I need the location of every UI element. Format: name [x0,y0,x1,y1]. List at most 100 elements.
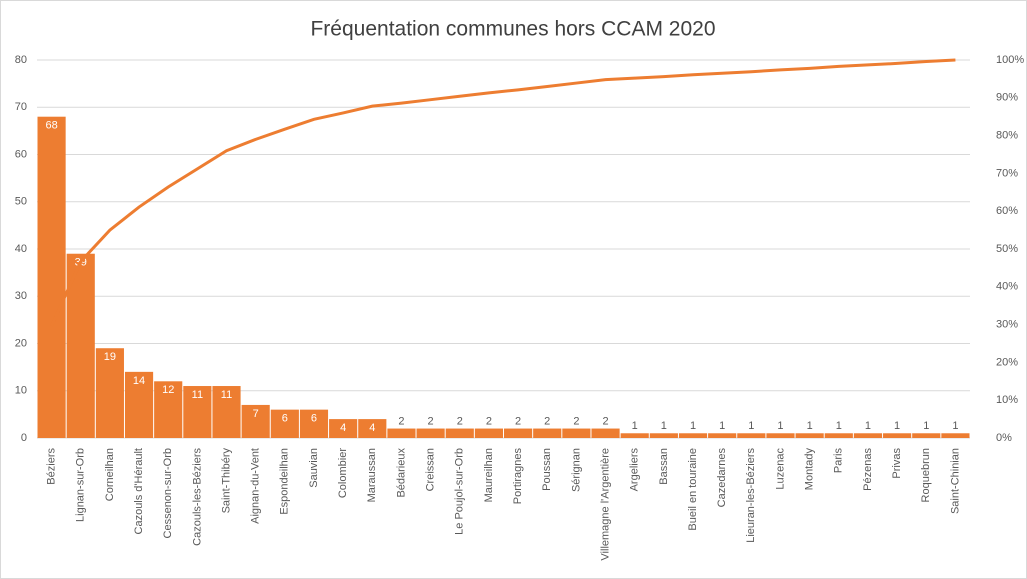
bar [591,428,620,438]
x-tick-label: Cessenon-sur-Orb [162,448,174,538]
data-label: 2 [457,415,463,427]
data-label: 11 [221,389,232,401]
data-label: 6 [282,413,288,425]
x-tick-label: Luzenac [774,448,786,490]
x-tick-label: Bassan [658,448,670,485]
bar [824,433,853,438]
x-tick-label: Paris [833,448,845,474]
bar [708,433,737,438]
x-tick-label: Cazouls d'Hérault [133,448,145,534]
bar [270,409,299,438]
cumulative-line [50,58,956,327]
data-label: 2 [398,415,404,427]
bar [795,433,824,438]
x-tick-label: Cazedarnes [716,448,728,508]
y2-tick-label: 60% [996,205,1018,217]
data-label: 11 [192,389,203,401]
x-tick-label: Saint-Chinian [949,448,961,514]
x-tick-label: Argeliers [629,448,641,492]
x-tick-label: Pézenas [862,448,874,491]
bar [387,428,416,438]
data-label: 1 [865,420,871,432]
y-tick-label: 40 [15,243,27,255]
y2-tick-label: 70% [996,167,1018,179]
y2-tick-label: 50% [996,243,1018,255]
data-label: 1 [777,420,783,432]
x-tick-label: Maraussan [366,448,378,502]
bar [912,433,941,438]
data-label: 7 [253,408,259,420]
bar [183,386,212,438]
bar [533,428,562,438]
y-tick-label: 50 [15,196,27,208]
y-tick-label: 60 [15,148,27,160]
x-tick-label: Le Poujol-sur-Orb [454,448,466,535]
y2-tick-label: 90% [996,92,1018,104]
bar [299,409,329,438]
bar [445,428,474,438]
x-tick-label: Béziers [45,448,57,485]
x-tick-label: Poussan [541,448,553,491]
data-label: 19 [104,351,116,363]
chart-title: Fréquentation communes hors CCAM 2020 [310,18,715,41]
bar [241,404,270,438]
bar [124,371,154,438]
data-label: 4 [369,422,375,434]
data-label: 1 [661,420,667,432]
bar [212,386,241,438]
bar [154,381,183,438]
x-tick-label: Creissan [425,448,437,491]
bar [358,419,387,438]
x-tick-label: Bueil en touraine [687,448,699,531]
bar [883,433,912,438]
data-label: 2 [544,415,550,427]
x-tick-label: Sauvian [308,448,320,488]
y2-tick-label: 100% [996,54,1024,66]
y-tick-label: 70 [15,101,27,113]
data-label: 6 [311,413,317,425]
x-tick-label: Montady [804,448,816,491]
y-tick-label: 0 [21,432,27,444]
x-tick-label: Roquebrun [920,448,932,502]
data-label: 1 [952,420,958,432]
x-tick-label: Privas [891,448,903,479]
bar [416,428,445,438]
y2-tick-label: 0% [996,432,1012,444]
x-tick-label: Colombier [337,448,349,498]
x-tick-label: Cazouls-les-Béziers [191,448,203,546]
data-label: 2 [486,415,492,427]
bar [766,433,795,438]
y2-tick-label: 30% [996,319,1018,331]
y2-tick-label: 80% [996,130,1018,142]
y-tick-label: 10 [15,385,27,397]
bar [620,433,649,438]
x-tick-label: Portiragnes [512,448,524,505]
data-label: 2 [515,415,521,427]
bar [474,428,503,438]
x-tick-label: Bédarieux [395,448,407,498]
bar [678,433,708,438]
data-label: 1 [719,420,725,432]
x-tick-label: Espondeilhan [279,448,291,515]
bar [504,428,533,438]
x-tick-label: Sérignan [570,448,582,492]
data-label: 1 [748,420,754,432]
x-tick-label: Maureilhan [483,448,495,502]
data-label: 14 [133,375,145,387]
bar [853,433,883,438]
data-label: 1 [894,420,900,432]
bar [737,433,766,438]
y2-tick-label: 10% [996,394,1018,406]
x-tick-label: Lieuran-les-Béziers [745,448,757,543]
data-label: 1 [923,420,929,432]
y-tick-label: 20 [15,337,27,349]
x-tick-label: Corneilhan [104,448,116,501]
x-tick-label: Saint-Thibéry [220,448,232,514]
data-label: 12 [162,384,174,396]
x-tick-label: Aignan-du-Vent [250,448,262,524]
y-tick-label: 30 [15,290,27,302]
x-tick-label: Lignan-sur-Orb [75,448,87,522]
bar [37,116,66,438]
data-label: 1 [807,420,813,432]
